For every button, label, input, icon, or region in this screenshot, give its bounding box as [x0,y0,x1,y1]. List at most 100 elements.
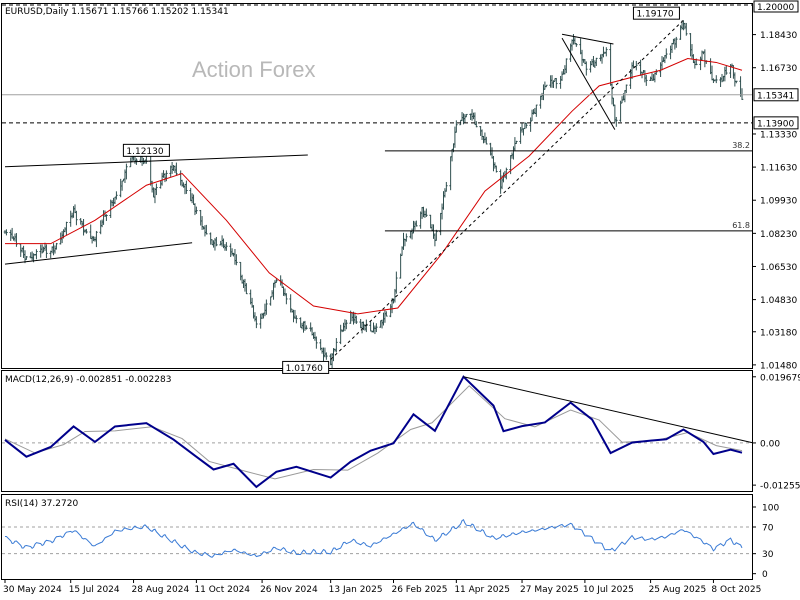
price-bar [22,245,25,259]
price-bar [193,203,197,216]
price-bar [309,322,312,332]
price-bar [730,63,734,67]
price-bar [399,253,402,279]
price-axis-label: 1.04830 [760,296,797,306]
price-bar [73,204,77,214]
price-bar [125,163,128,180]
price-bar [313,331,317,341]
price-bar [493,162,497,169]
price-bar [299,317,302,328]
time-axis-label: 15 Jul 2024 [69,585,120,595]
price-bar [322,347,325,362]
price-bar [212,240,215,248]
price-bar [240,274,244,284]
price-bar [289,294,292,313]
top-price-tag [753,0,799,13]
chart-title: EURUSD,Daily 1.15671 1.15766 1.15202 1.1… [5,7,229,17]
price-bar [580,49,584,67]
axis-layer: 1.20000 1.18430 1.16730 1.15341 1.13330 1.116… [3,0,800,595]
time-axis-label: 10 Jul 2025 [583,585,634,595]
price-bar [455,120,458,133]
macd-pane [1,370,753,492]
price-bar [300,322,304,330]
price-axis-label: 1.16730 [760,64,797,74]
price-bar [465,113,468,118]
price-bar [740,88,744,100]
price-bar [45,244,48,259]
price-bar [670,42,674,53]
price-bar [570,39,574,51]
price-bar [559,75,562,89]
flag-upper-line [561,33,614,45]
price-bar [645,75,648,86]
price-bar [379,320,382,328]
price-bar [90,235,94,244]
price-bar [170,162,174,174]
price-bar [232,252,235,257]
price-axis-label: 1.18430 [760,31,797,41]
price-bar [335,338,338,353]
price-bar [422,206,425,218]
price-bar [235,254,238,266]
price-bar [89,224,92,240]
macd-signal-line [4,385,743,480]
price-bar [100,219,104,228]
top-price-label: 1.20000 [757,3,794,13]
time-axis-label: 27 May 2025 [520,585,579,595]
price-bar [734,80,738,84]
price-bar [480,129,484,140]
price-bar [724,65,728,75]
moving-average-line [5,58,743,315]
price-bar [105,214,108,221]
price-bar [433,233,437,247]
price-bar [355,315,358,324]
price-bar [470,109,474,121]
price-bar [420,207,424,219]
price-bar [172,164,175,171]
macd-trend-line [463,376,753,444]
channel-upper-line [4,154,308,168]
price-bar [429,214,432,229]
price-bar [35,249,38,260]
price-bar [195,206,198,214]
price-bar [112,197,115,207]
price-bar [183,183,187,195]
price-bar [209,232,212,245]
channel-lower-line [4,242,193,265]
price-bar [689,33,692,57]
price-bar [155,183,158,196]
price-bar [210,239,214,246]
price-bar [662,57,665,62]
price-bar [179,170,182,186]
annotation-tag-box [632,6,680,20]
price-bar [5,229,8,236]
time-axis-label: 25 Aug 2025 [649,585,707,595]
price-bar [419,211,422,229]
macd-line [4,375,743,489]
price-bar [153,187,157,204]
price-bar [200,216,204,230]
price-bar [75,210,78,226]
price-bar [579,38,582,55]
current-price-tag [753,88,799,102]
uptrend-dashed-line [330,19,684,360]
price-bar [273,280,277,288]
price-bar [525,122,528,129]
price-bar [499,169,502,194]
price-bar [315,336,318,349]
price-bar [492,155,495,172]
price-bar [102,210,105,225]
price-bar [605,47,608,57]
price-bar [373,325,377,335]
price-bar [192,194,195,205]
fib-level-label: 38.2 [732,141,750,150]
price-bar [540,92,544,101]
rsi-axis-label: 0 [762,570,768,580]
price-bar [270,290,274,298]
price-bar [375,323,378,333]
price-bar [535,104,538,117]
price-bar [674,36,678,48]
price-bar [303,320,307,331]
annotation-tag-box [122,143,170,157]
price-bar [229,243,232,258]
